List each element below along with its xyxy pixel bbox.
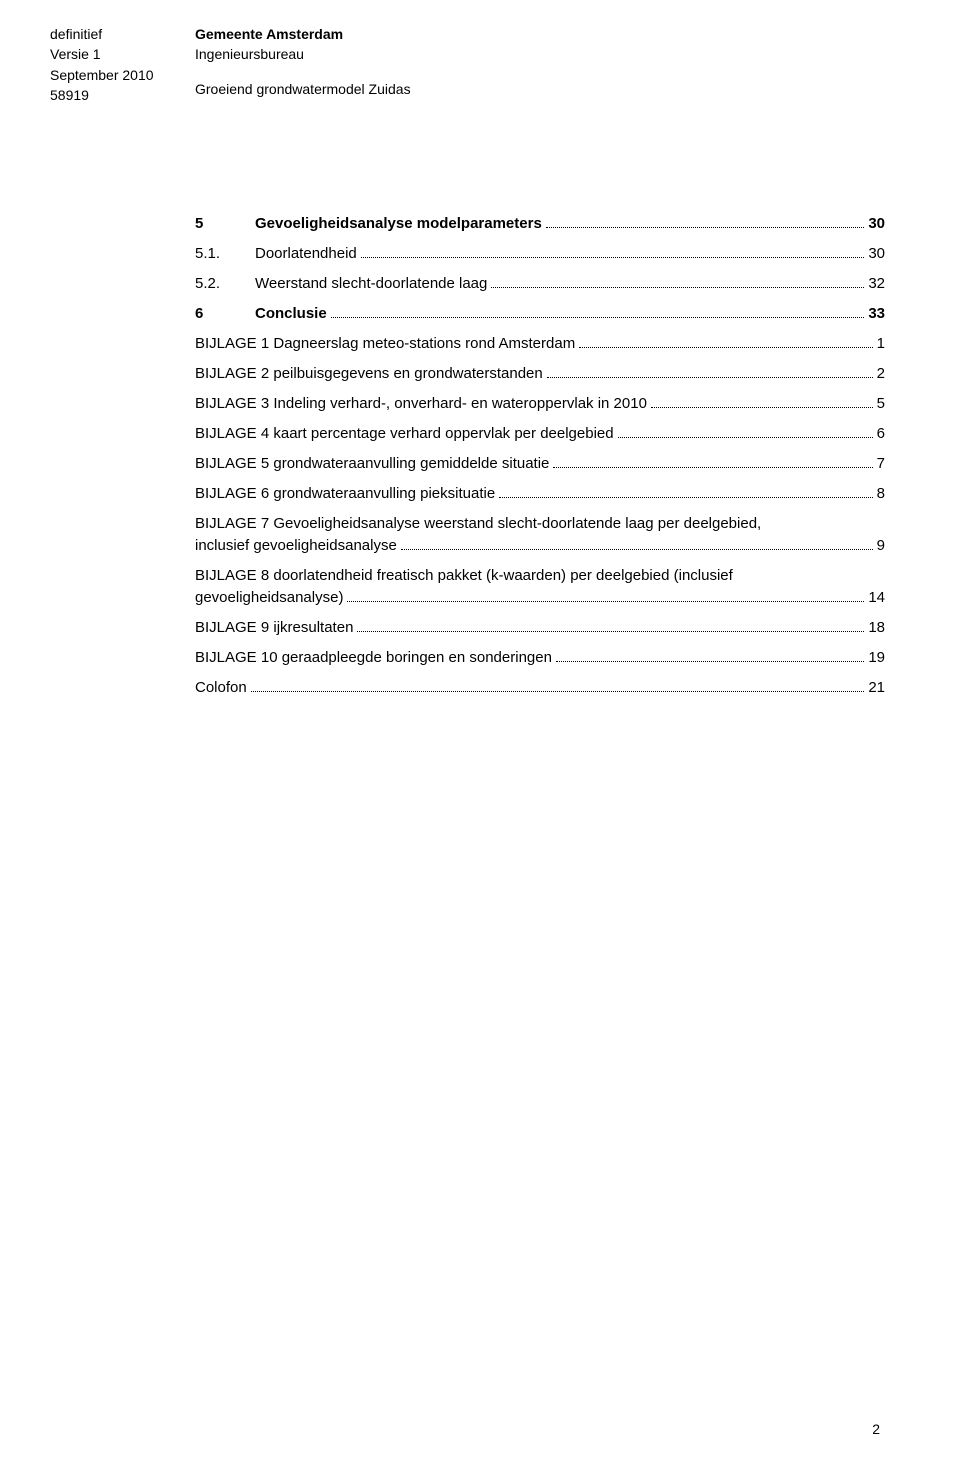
- toc-appendix-title-line1: BIJLAGE 7 Gevoeligheidsanalyse weerstand…: [195, 515, 885, 532]
- header-title: Groeiend grondwatermodel Zuidas: [195, 79, 411, 99]
- toc-section-page: 33: [868, 305, 885, 322]
- toc-appendix-page: 5: [877, 395, 885, 412]
- header-right-block: Gemeente Amsterdam Ingenieursbureau Groe…: [195, 24, 411, 99]
- toc-appendix-title: Colofon: [195, 679, 247, 696]
- toc-appendix-page: 8: [877, 485, 885, 502]
- toc-leader-dots: [401, 539, 873, 551]
- header-org: Gemeente Amsterdam: [195, 24, 411, 44]
- toc-appendix-page: 19: [868, 649, 885, 666]
- toc-section-page: 30: [868, 245, 885, 262]
- toc-leader-dots: [357, 621, 864, 633]
- toc-appendix-title: BIJLAGE 2 peilbuisgegevens en grondwater…: [195, 365, 543, 382]
- toc-section-title: Weerstand slecht-doorlatende laag: [255, 275, 487, 292]
- toc-leader-dots: [553, 457, 872, 469]
- toc-leader-dots: [251, 681, 865, 693]
- toc-appendix-title-line2-row: inclusief gevoeligheidsanalyse 9: [195, 537, 885, 554]
- toc-section-page: 32: [868, 275, 885, 292]
- toc-leader-dots: [491, 277, 864, 289]
- toc-section-number: 5: [195, 215, 255, 232]
- toc-section-line: 5Gevoeligheidsanalyse modelparameters 30: [195, 215, 885, 232]
- toc-appendix-title: BIJLAGE 4 kaart percentage verhard opper…: [195, 425, 614, 442]
- toc-appendix-title-line1: BIJLAGE 8 doorlatendheid freatisch pakke…: [195, 567, 885, 584]
- toc-appendix-page: 6: [877, 425, 885, 442]
- toc-appendix-title: BIJLAGE 5 grondwateraanvulling gemiddeld…: [195, 455, 549, 472]
- document-page: definitief Versie 1 September 2010 58919…: [0, 0, 960, 1473]
- toc-leader-dots: [651, 397, 873, 409]
- toc-section-line: 5.2.Weerstand slecht-doorlatende laag 32: [195, 275, 885, 292]
- toc-leader-dots: [546, 217, 865, 229]
- toc-section-number: 5.2.: [195, 275, 255, 292]
- header-date: September 2010: [50, 65, 195, 85]
- header-docnum: 58919: [50, 85, 195, 105]
- toc-leader-dots: [361, 247, 865, 259]
- toc-appendix-title-line2: inclusief gevoeligheidsanalyse: [195, 537, 397, 554]
- toc-appendix-line: BIJLAGE 9 ijkresultaten 18: [195, 619, 885, 636]
- header-status: definitief: [50, 24, 195, 44]
- header-spacer: [195, 65, 411, 79]
- toc-section-title: Conclusie: [255, 305, 327, 322]
- toc-appendix-title-line2-row: gevoeligheidsanalyse) 14: [195, 589, 885, 606]
- header-left-block: definitief Versie 1 September 2010 58919: [50, 24, 195, 105]
- toc-appendices: BIJLAGE 1 Dagneerslag meteo-stations ron…: [195, 335, 885, 696]
- toc-leader-dots: [547, 367, 873, 379]
- toc-leader-dots: [331, 307, 865, 319]
- toc-appendix-line: BIJLAGE 4 kaart percentage verhard opper…: [195, 425, 885, 442]
- toc-appendix-title: BIJLAGE 3 Indeling verhard-, onverhard- …: [195, 395, 647, 412]
- toc-appendix-line: BIJLAGE 5 grondwateraanvulling gemiddeld…: [195, 455, 885, 472]
- toc-appendix-title: BIJLAGE 6 grondwateraanvulling pieksitua…: [195, 485, 495, 502]
- toc-leader-dots: [499, 487, 872, 499]
- toc-leader-dots: [556, 651, 864, 663]
- toc-leader-dots: [347, 591, 864, 603]
- toc-appendix-page: 21: [868, 679, 885, 696]
- toc-appendix-page: 9: [877, 537, 885, 554]
- toc-section-number: 6: [195, 305, 255, 322]
- toc-appendix-line: BIJLAGE 3 Indeling verhard-, onverhard- …: [195, 395, 885, 412]
- toc-appendix-line: Colofon 21: [195, 679, 885, 696]
- toc-appendix-title: BIJLAGE 9 ijkresultaten: [195, 619, 353, 636]
- toc-appendix-line: BIJLAGE 7 Gevoeligheidsanalyse weerstand…: [195, 515, 885, 554]
- toc-sections: 5Gevoeligheidsanalyse modelparameters305…: [195, 215, 885, 322]
- toc-appendix-page: 18: [868, 619, 885, 636]
- toc-section-title: Doorlatendheid: [255, 245, 357, 262]
- toc-section-line: 6Conclusie 33: [195, 305, 885, 322]
- toc-appendix-line: BIJLAGE 10 geraadpleegde boringen en son…: [195, 649, 885, 666]
- table-of-contents: 5Gevoeligheidsanalyse modelparameters305…: [195, 215, 885, 696]
- page-header: definitief Versie 1 September 2010 58919…: [50, 24, 880, 105]
- toc-section-page: 30: [868, 215, 885, 232]
- toc-appendix-title-line2: gevoeligheidsanalyse): [195, 589, 343, 606]
- toc-appendix-page: 1: [877, 335, 885, 352]
- toc-appendix-title: BIJLAGE 1 Dagneerslag meteo-stations ron…: [195, 335, 575, 352]
- toc-leader-dots: [618, 427, 873, 439]
- header-version: Versie 1: [50, 44, 195, 64]
- toc-appendix-page: 7: [877, 455, 885, 472]
- toc-appendix-title: BIJLAGE 10 geraadpleegde boringen en son…: [195, 649, 552, 666]
- toc-leader-dots: [579, 337, 872, 349]
- toc-appendix-line: BIJLAGE 1 Dagneerslag meteo-stations ron…: [195, 335, 885, 352]
- page-number: 2: [872, 1421, 880, 1437]
- toc-section-line: 5.1.Doorlatendheid 30: [195, 245, 885, 262]
- toc-section-number: 5.1.: [195, 245, 255, 262]
- toc-appendix-line: BIJLAGE 2 peilbuisgegevens en grondwater…: [195, 365, 885, 382]
- toc-section-title: Gevoeligheidsanalyse modelparameters: [255, 215, 542, 232]
- toc-appendix-page: 14: [868, 589, 885, 606]
- header-dept: Ingenieursbureau: [195, 44, 411, 64]
- toc-appendix-page: 2: [877, 365, 885, 382]
- toc-appendix-line: BIJLAGE 6 grondwateraanvulling pieksitua…: [195, 485, 885, 502]
- toc-appendix-line: BIJLAGE 8 doorlatendheid freatisch pakke…: [195, 567, 885, 606]
